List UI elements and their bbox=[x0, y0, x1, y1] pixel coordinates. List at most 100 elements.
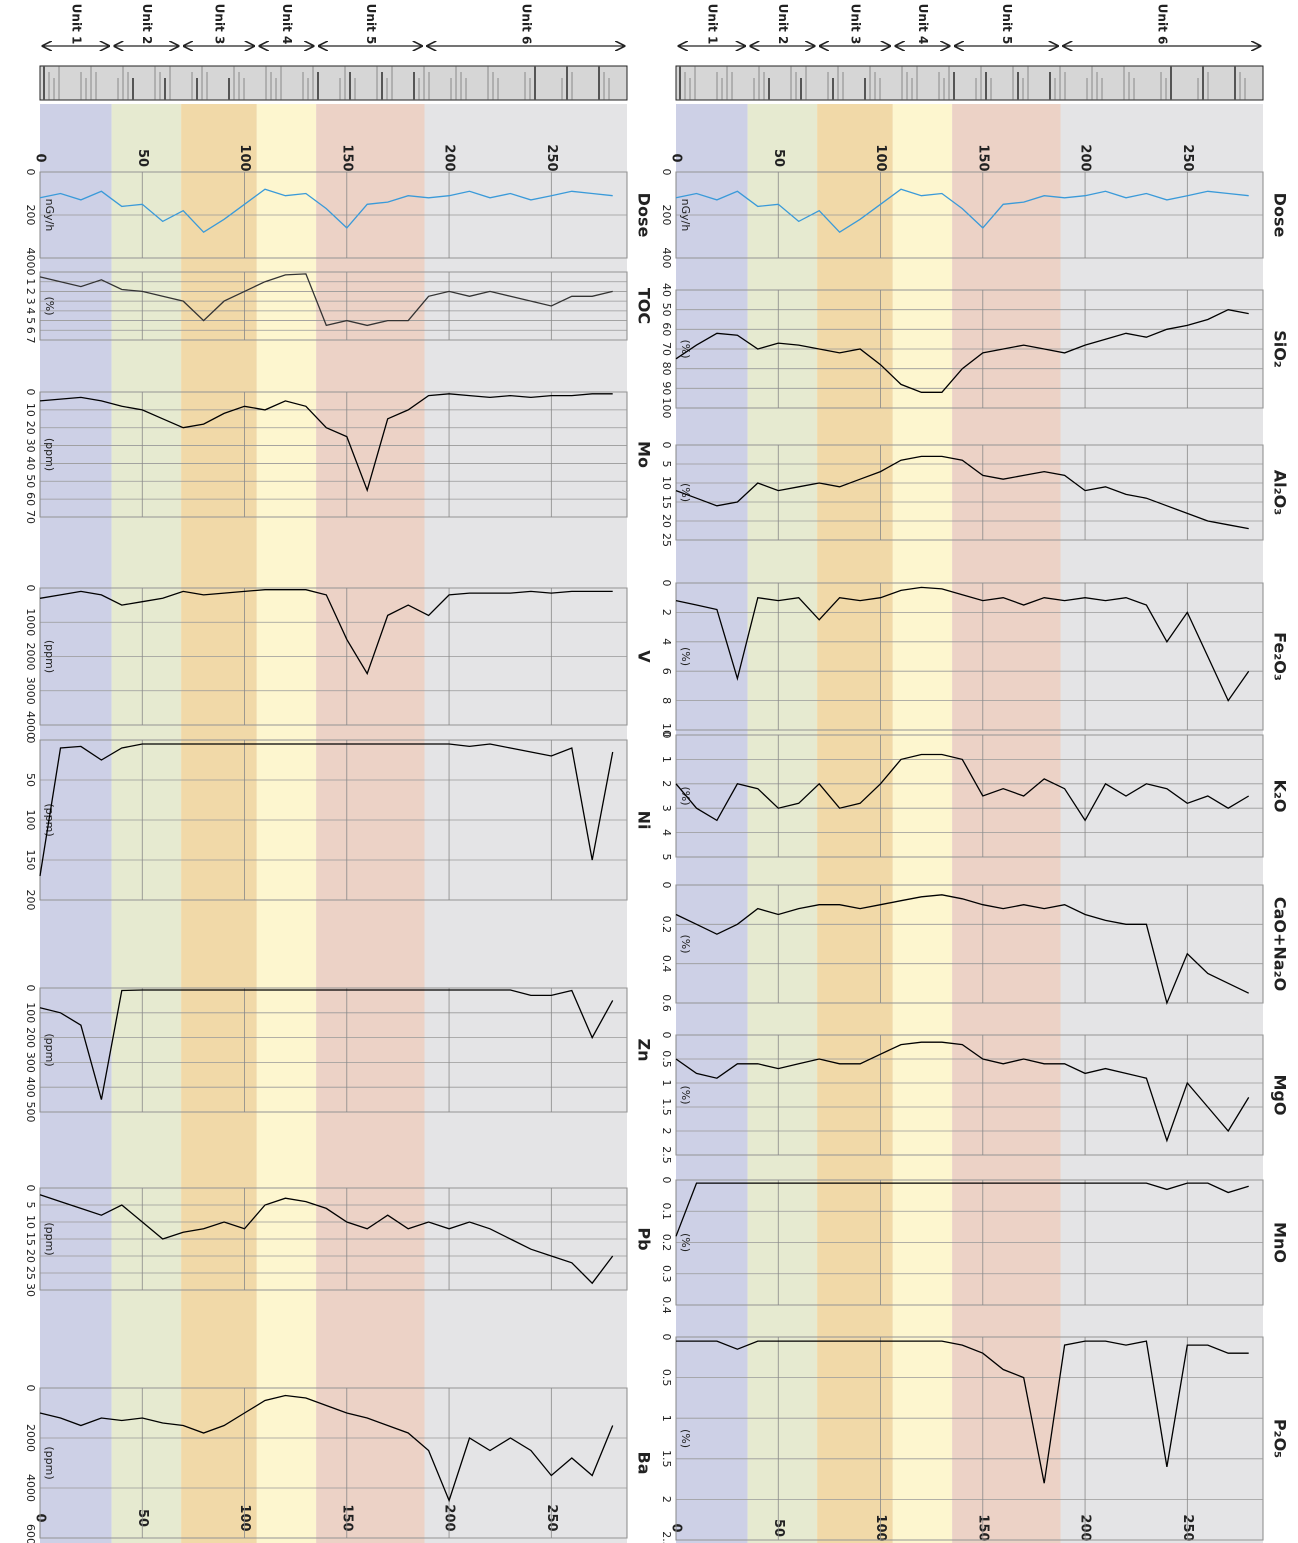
value-tick-label: 4 bbox=[660, 829, 673, 836]
unit-label-bg bbox=[773, 4, 792, 42]
value-tick-label: 70 bbox=[24, 510, 37, 524]
unit-label-bg bbox=[137, 4, 156, 42]
depth-tick-label: 50 bbox=[771, 149, 786, 167]
unit-label: (%) bbox=[679, 647, 692, 666]
value-tick-label: 0 bbox=[660, 442, 673, 449]
value-tick-label: 0 bbox=[660, 732, 673, 739]
unit-label-bg bbox=[913, 4, 932, 42]
unit-label: (ppm) bbox=[43, 438, 56, 471]
unit-band bbox=[424, 104, 627, 1543]
value-tick-label: 10 bbox=[24, 403, 37, 417]
unit-band bbox=[676, 104, 748, 1543]
unit-label: Unit 5 bbox=[1000, 4, 1014, 45]
depth-tick-label: 200 bbox=[442, 144, 457, 171]
value-tick-label: 0 bbox=[660, 169, 673, 176]
column-title: Al₂O₃ bbox=[1271, 470, 1290, 515]
value-tick-label: 30 bbox=[24, 439, 37, 453]
value-tick-label: 500 bbox=[24, 1102, 37, 1123]
value-tick-label: 1 bbox=[660, 1415, 673, 1422]
value-tick-label: 400 bbox=[24, 1077, 37, 1098]
unit-band bbox=[316, 104, 425, 1543]
unit-band bbox=[817, 104, 893, 1543]
unit-band bbox=[111, 104, 182, 1543]
column-title: Zn bbox=[635, 1039, 654, 1062]
unit-label-bg bbox=[702, 4, 721, 42]
value-tick-label: 2000 bbox=[24, 1424, 37, 1452]
value-tick-label: 2 bbox=[660, 609, 673, 616]
value-tick-label: 0.5 bbox=[660, 1050, 673, 1068]
value-tick-label: 70 bbox=[660, 342, 673, 356]
unit-label: Unit 4 bbox=[280, 4, 294, 45]
value-tick-label: 100 bbox=[24, 1002, 37, 1023]
value-tick-label: 0 bbox=[24, 1185, 37, 1192]
column-title: MgO bbox=[1271, 1075, 1290, 1116]
value-tick-label: 15 bbox=[660, 495, 673, 509]
column-title: CaO+Na₂O bbox=[1271, 897, 1290, 991]
depth-tick-label: 200 bbox=[1078, 144, 1093, 171]
value-tick-label: 2 bbox=[660, 1496, 673, 1503]
value-tick-label: 400 bbox=[24, 248, 37, 269]
value-tick-label: 2 bbox=[660, 1128, 673, 1135]
value-tick-label: 8 bbox=[660, 697, 673, 704]
value-tick-label: 3000 bbox=[24, 677, 37, 705]
unit-band bbox=[256, 104, 317, 1543]
unit-label: (ppm) bbox=[43, 640, 56, 673]
value-tick-label: 0 bbox=[24, 737, 37, 744]
unit-label: (%) bbox=[679, 339, 692, 358]
value-tick-label: 1 bbox=[660, 1080, 673, 1087]
unit-label: Unit 6 bbox=[519, 4, 533, 45]
unit-label-bg bbox=[209, 4, 228, 42]
column-title: V bbox=[635, 650, 654, 663]
value-tick-label: 1.5 bbox=[660, 1450, 673, 1468]
value-tick-label: 300 bbox=[24, 1052, 37, 1073]
column-title: K₂O bbox=[1271, 779, 1290, 812]
depth-tick-label: 150 bbox=[339, 144, 354, 171]
value-tick-label: 100 bbox=[660, 398, 673, 419]
unit-label-bg bbox=[845, 4, 864, 42]
lithology-column bbox=[39, 65, 628, 101]
value-tick-label: 0.2 bbox=[660, 1234, 673, 1252]
value-tick-label: 50 bbox=[660, 303, 673, 317]
value-tick-label: 10 bbox=[660, 476, 673, 490]
value-tick-label: 0 bbox=[660, 580, 673, 587]
series-line bbox=[675, 1041, 1250, 1143]
value-tick-label: 0 bbox=[24, 1385, 37, 1392]
unit-label: Unit 5 bbox=[364, 4, 378, 45]
value-tick-label: 2000 bbox=[24, 643, 37, 671]
unit-label: (ppm) bbox=[43, 1222, 56, 1255]
column-title: TOC bbox=[635, 288, 654, 324]
lithology-column bbox=[675, 65, 1264, 101]
series-line bbox=[39, 273, 613, 327]
column-title: MnO bbox=[1271, 1222, 1290, 1263]
value-tick-label: 40 bbox=[24, 456, 37, 470]
value-tick-label: 0.2 bbox=[660, 916, 673, 934]
unit-label-bg bbox=[277, 4, 296, 42]
unit-label: Unit 3 bbox=[848, 4, 862, 45]
value-tick-label: 150 bbox=[24, 850, 37, 871]
unit-label: (%) bbox=[679, 483, 692, 502]
series-line bbox=[675, 455, 1249, 530]
value-tick-label: 2.5 bbox=[660, 1146, 673, 1164]
unit-label: Unit 2 bbox=[776, 4, 790, 45]
series-line bbox=[39, 589, 613, 676]
value-tick-label: 5 bbox=[660, 854, 673, 861]
unit-label: Unit 1 bbox=[69, 4, 83, 45]
value-tick-label: 4000 bbox=[24, 1474, 37, 1502]
column-title: Pb bbox=[635, 1227, 654, 1250]
column-title: P₂O₅ bbox=[1271, 1419, 1290, 1458]
value-tick-label: 20 bbox=[24, 1249, 37, 1263]
value-tick-label: 50 bbox=[24, 773, 37, 787]
value-tick-label: 200 bbox=[24, 1027, 37, 1048]
value-tick-label: 5 bbox=[660, 461, 673, 468]
column-title: Fe₂O₃ bbox=[1271, 632, 1290, 681]
series-line bbox=[675, 753, 1250, 822]
column-title: Dose bbox=[635, 193, 654, 238]
series-line bbox=[675, 309, 1249, 393]
unit-label: Unit 3 bbox=[212, 4, 226, 45]
value-tick-label: 0 bbox=[24, 169, 37, 176]
unit-label: Unit 1 bbox=[705, 4, 719, 45]
value-tick-label: 0.5 bbox=[660, 1369, 673, 1387]
unit-band bbox=[892, 104, 953, 1543]
value-tick-label: 6 bbox=[660, 668, 673, 675]
